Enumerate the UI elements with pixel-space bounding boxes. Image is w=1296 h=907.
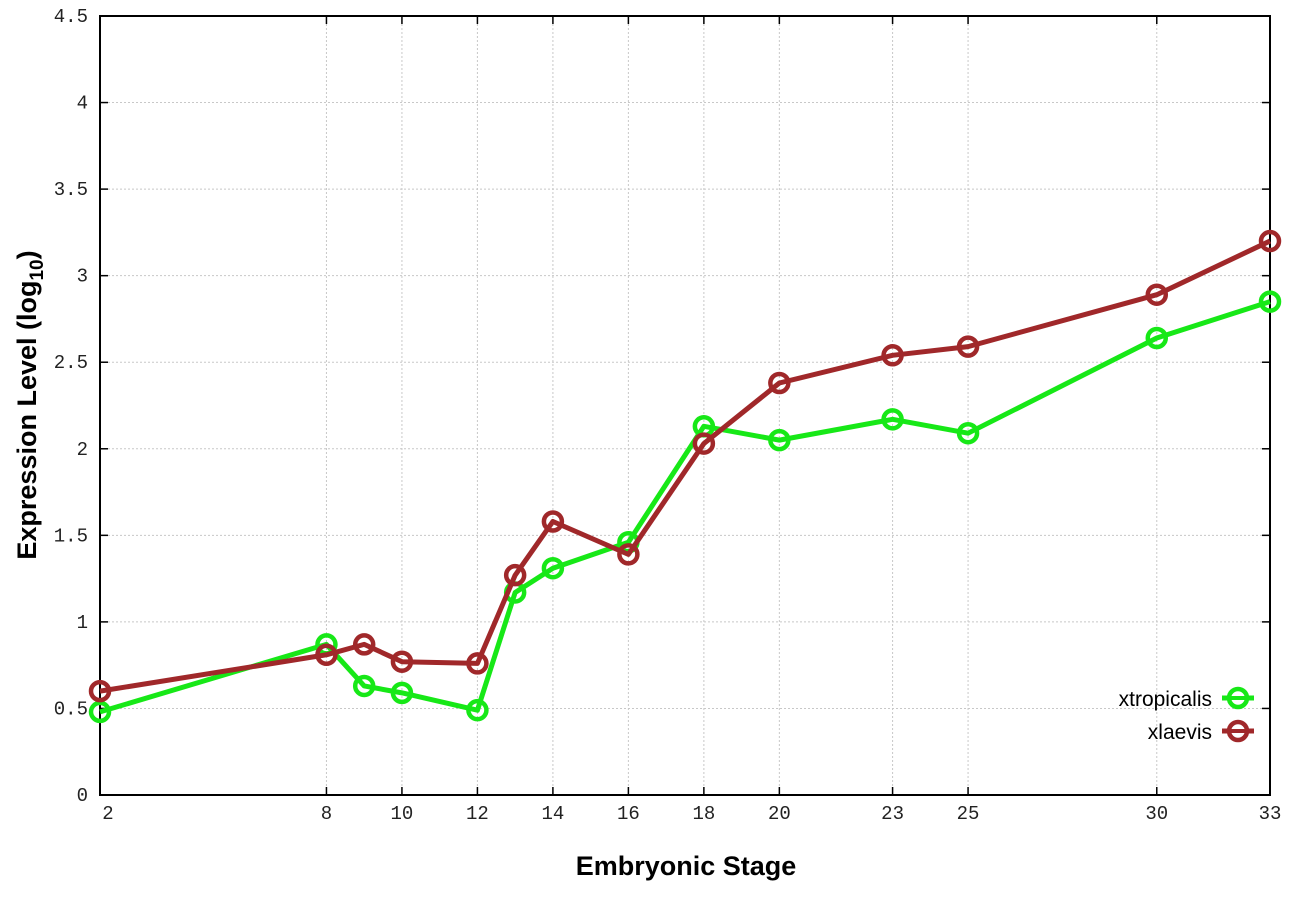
y-tick-label: 2 bbox=[77, 439, 88, 461]
y-tick-label: 1 bbox=[77, 612, 88, 634]
legend-label: xtropicalis bbox=[1119, 688, 1212, 711]
y-tick-label: 0 bbox=[77, 785, 88, 807]
x-tick-label: 18 bbox=[692, 803, 715, 825]
data-point-xlaevis bbox=[466, 652, 489, 675]
y-axis-title-main: Expression Level (log bbox=[12, 281, 42, 560]
x-tick-label: 10 bbox=[391, 803, 414, 825]
y-tick-label: 0.5 bbox=[54, 698, 88, 720]
grid bbox=[100, 16, 1270, 795]
x-tick-label: 30 bbox=[1145, 803, 1168, 825]
data-point-xtropicalis bbox=[881, 408, 904, 431]
y-tick-label: 4.5 bbox=[54, 6, 88, 28]
data-point-xtropicalis bbox=[541, 556, 565, 580]
y-tick-label: 2.5 bbox=[54, 352, 88, 374]
x-tick-label: 16 bbox=[617, 803, 640, 825]
data-point-xtropicalis bbox=[390, 681, 414, 705]
x-tick-label: 12 bbox=[466, 803, 489, 825]
data-point-xlaevis bbox=[617, 543, 640, 566]
series-line-xlaevis bbox=[99, 238, 1272, 694]
data-point-xlaevis bbox=[541, 510, 565, 533]
x-axis-title: Embryonic Stage bbox=[576, 851, 797, 881]
x-tick-label: 2 bbox=[102, 803, 113, 825]
data-point-xlaevis bbox=[315, 643, 338, 667]
data-point-xlaevis bbox=[768, 371, 791, 395]
data-point-xtropicalis bbox=[352, 674, 376, 698]
data-point-xlaevis bbox=[352, 633, 376, 656]
data-point-xlaevis bbox=[390, 650, 414, 673]
x-tick-label: 8 bbox=[321, 803, 332, 825]
data-point-xtropicalis bbox=[768, 428, 791, 452]
series-xtropicalis bbox=[88, 290, 1282, 724]
y-axis-title-sub: 10 bbox=[27, 259, 48, 280]
x-tick-label: 33 bbox=[1259, 803, 1282, 825]
x-tick-label: 25 bbox=[957, 803, 980, 825]
data-point-xlaevis bbox=[1145, 283, 1169, 306]
data-point-xlaevis bbox=[503, 563, 527, 587]
data-point-xtropicalis bbox=[1145, 326, 1169, 350]
data-point-xlaevis bbox=[956, 335, 980, 358]
data-point-xtropicalis bbox=[1258, 290, 1282, 313]
x-tick-label: 14 bbox=[541, 803, 564, 825]
data-point-xlaevis bbox=[88, 679, 112, 703]
y-tick-label: 3 bbox=[77, 266, 88, 288]
legend-label: xlaevis bbox=[1148, 721, 1212, 744]
legend: xtropicalis xlaevis bbox=[1119, 686, 1254, 744]
y-axis-title-end: ) bbox=[12, 250, 42, 259]
y-tick-label: 4 bbox=[77, 93, 88, 115]
plot-frame bbox=[99, 15, 1271, 796]
data-point-xlaevis bbox=[1258, 229, 1282, 253]
y-tick-label: 1.5 bbox=[54, 525, 88, 547]
data-point-xlaevis bbox=[881, 344, 904, 367]
x-tick-label: 23 bbox=[881, 803, 904, 825]
data-point-xtropicalis bbox=[466, 698, 489, 722]
data-point-xtropicalis bbox=[956, 421, 980, 445]
ticks: 0 0.5 1 1.5 2 2.5 3 3.5 4 4.5 2 8 10 12 14 16 18 20 23 25 30… bbox=[54, 6, 1282, 825]
series-line-xtropicalis bbox=[99, 299, 1271, 715]
series-xlaevis bbox=[88, 229, 1282, 703]
y-tick-label: 3.5 bbox=[54, 179, 88, 201]
series bbox=[88, 229, 1282, 724]
x-tick-label: 20 bbox=[768, 803, 791, 825]
y-axis-title: Expression Level (log10) bbox=[12, 250, 48, 559]
data-point-xlaevis bbox=[692, 432, 716, 455]
data-point-xtropicalis bbox=[88, 700, 112, 724]
